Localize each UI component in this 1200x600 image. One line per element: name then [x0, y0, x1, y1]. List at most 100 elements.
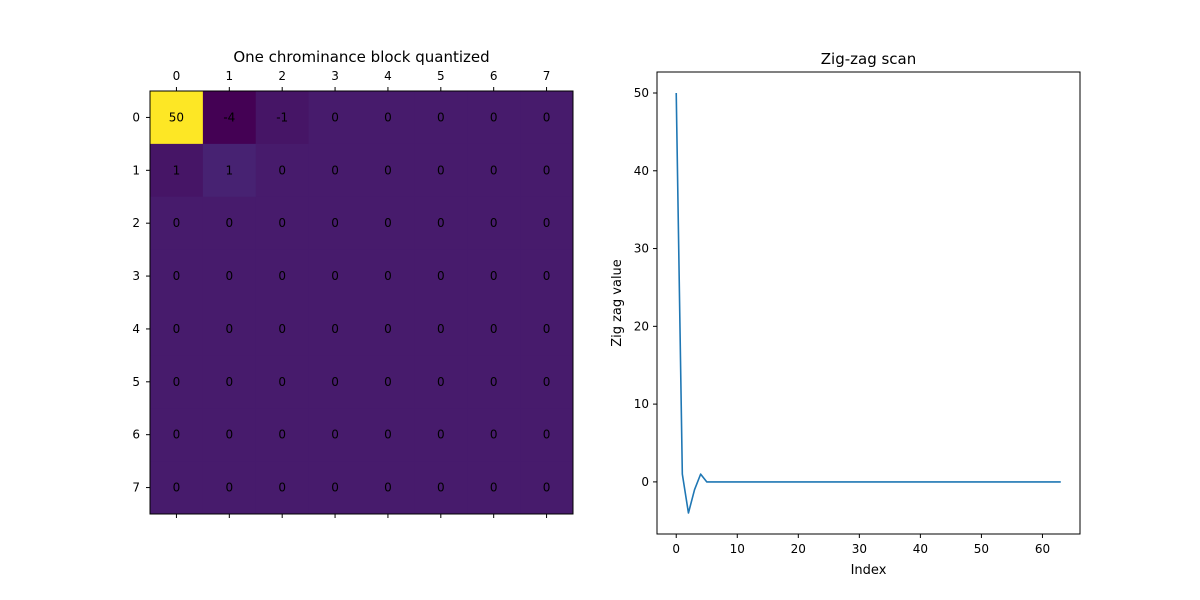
heatmap-cell — [308, 355, 362, 409]
heatmap-cell-label: 0 — [278, 216, 286, 230]
heatmap-cell — [255, 196, 310, 251]
heatmap-cell-label: 0 — [173, 428, 181, 442]
heatmap-cell-label: 0 — [437, 269, 445, 283]
heatmap-cell-label: 0 — [490, 322, 498, 336]
heatmap-cell-label: 0 — [490, 216, 498, 230]
heatmap-cell-label: 0 — [278, 428, 286, 442]
heatmap-cell — [308, 143, 362, 198]
heatmap-cell — [255, 408, 310, 462]
heatmap-cell — [520, 196, 574, 251]
heatmap-cell — [150, 196, 204, 251]
heatmap-cell-label: 0 — [543, 481, 551, 495]
heatmap-cell — [150, 302, 204, 356]
x-tick-label: 3 — [331, 69, 339, 83]
heatmap-cell — [520, 91, 574, 145]
heatmap-cell — [520, 461, 574, 515]
heatmap-cell — [255, 461, 310, 515]
zigzag-series-line — [675, 92, 1061, 514]
heatmap-cell-label: 0 — [490, 110, 498, 124]
heatmap-cell-label: 0 — [543, 428, 551, 442]
heatmap-cell — [361, 91, 415, 145]
heatmap-cell-label: 0 — [331, 481, 339, 495]
heatmap-cell — [202, 302, 257, 356]
heatmap-cell-label: 0 — [173, 269, 181, 283]
heatmap-cell-label: 0 — [543, 216, 551, 230]
heatmap-cell-label: 0 — [384, 481, 392, 495]
heatmap-cell-label: 0 — [331, 269, 339, 283]
heatmap-cell — [202, 196, 257, 251]
heatmap-cell — [202, 249, 257, 303]
heatmap-cell-label: 0 — [437, 375, 445, 389]
x-tick-label: 30 — [852, 542, 867, 556]
heatmap-cell-label: 0 — [225, 481, 233, 495]
plot-frame — [656, 71, 1081, 535]
y-axis-label: Zig zag value — [610, 259, 625, 347]
y-tick-label: 10 — [634, 397, 649, 411]
heatmap-cell — [414, 302, 468, 356]
x-tick-label: 0 — [173, 69, 181, 83]
heatmap-cell — [150, 461, 204, 515]
heatmap-cell — [361, 408, 415, 462]
heatmap-cell — [308, 249, 362, 303]
x-tick-label: 4 — [384, 69, 392, 83]
y-tick-label: 4 — [132, 322, 140, 336]
heatmap-cell — [467, 91, 521, 145]
heatmap-cell — [520, 355, 574, 409]
heatmap-cell — [467, 461, 521, 515]
heatmap-cell — [308, 461, 362, 515]
heatmap-cell — [414, 196, 468, 251]
heatmap-cell-label: 1 — [225, 163, 233, 177]
heatmap-cell-label: 0 — [173, 481, 181, 495]
heatmap-cell-label: 0 — [490, 428, 498, 442]
y-tick-label: 50 — [634, 86, 649, 100]
heatmap-cell-label: 0 — [278, 163, 286, 177]
heatmap-cell — [414, 461, 468, 515]
heatmap-frame — [149, 90, 574, 515]
heatmap-cell-label: -4 — [223, 110, 235, 124]
heatmap-cell-label: 0 — [490, 269, 498, 283]
heatmap-cell — [414, 91, 468, 145]
x-tick-label: 5 — [437, 69, 445, 83]
heatmap-cell-label: 0 — [278, 269, 286, 283]
heatmap-cell-label: 1 — [173, 163, 181, 177]
heatmap-cell — [467, 143, 521, 198]
heatmap-cell-label: 0 — [437, 481, 445, 495]
heatmap-cell — [202, 143, 257, 198]
heatmap-cell — [202, 408, 257, 462]
heatmap-cell — [308, 91, 362, 145]
heatmap-cell-label: 0 — [490, 481, 498, 495]
heatmap-cell-label: 0 — [490, 375, 498, 389]
heatmap-cell — [150, 91, 204, 145]
heatmap-cell — [150, 143, 204, 198]
heatmap-cell-label: 0 — [437, 322, 445, 336]
heatmap-cell — [255, 249, 310, 303]
heatmap-cell — [202, 355, 257, 409]
heatmap-cell-label: 0 — [437, 110, 445, 124]
x-tick-label: 40 — [913, 542, 928, 556]
heatmap-cell-label: 0 — [225, 375, 233, 389]
heatmap-cell-label: 0 — [331, 110, 339, 124]
heatmap-cell-label: 50 — [169, 110, 184, 124]
y-tick-label: 0 — [132, 110, 140, 124]
heatmap-cell — [414, 143, 468, 198]
heatmap-cell — [150, 355, 204, 409]
heatmap-cell — [202, 91, 257, 145]
heatmap-cell — [467, 196, 521, 251]
heatmap-cell — [308, 196, 362, 251]
heatmap-cell — [467, 249, 521, 303]
y-tick-label: 1 — [132, 163, 140, 177]
heatmap-cell-label: 0 — [331, 322, 339, 336]
line-chart-title: Zig-zag scan — [821, 50, 917, 68]
heatmap-cell-label: 0 — [278, 322, 286, 336]
heatmap-cell — [150, 249, 204, 303]
heatmap-cell — [414, 408, 468, 462]
heatmap-cell-label: 0 — [384, 110, 392, 124]
heatmap-cell-label: 0 — [437, 163, 445, 177]
heatmap-cell — [520, 249, 574, 303]
heatmap-cell-label: 0 — [278, 375, 286, 389]
heatmap-cell — [361, 355, 415, 409]
heatmap-cell-label: 0 — [225, 322, 233, 336]
y-tick-label: 0 — [641, 475, 649, 489]
heatmap-cell — [361, 249, 415, 303]
